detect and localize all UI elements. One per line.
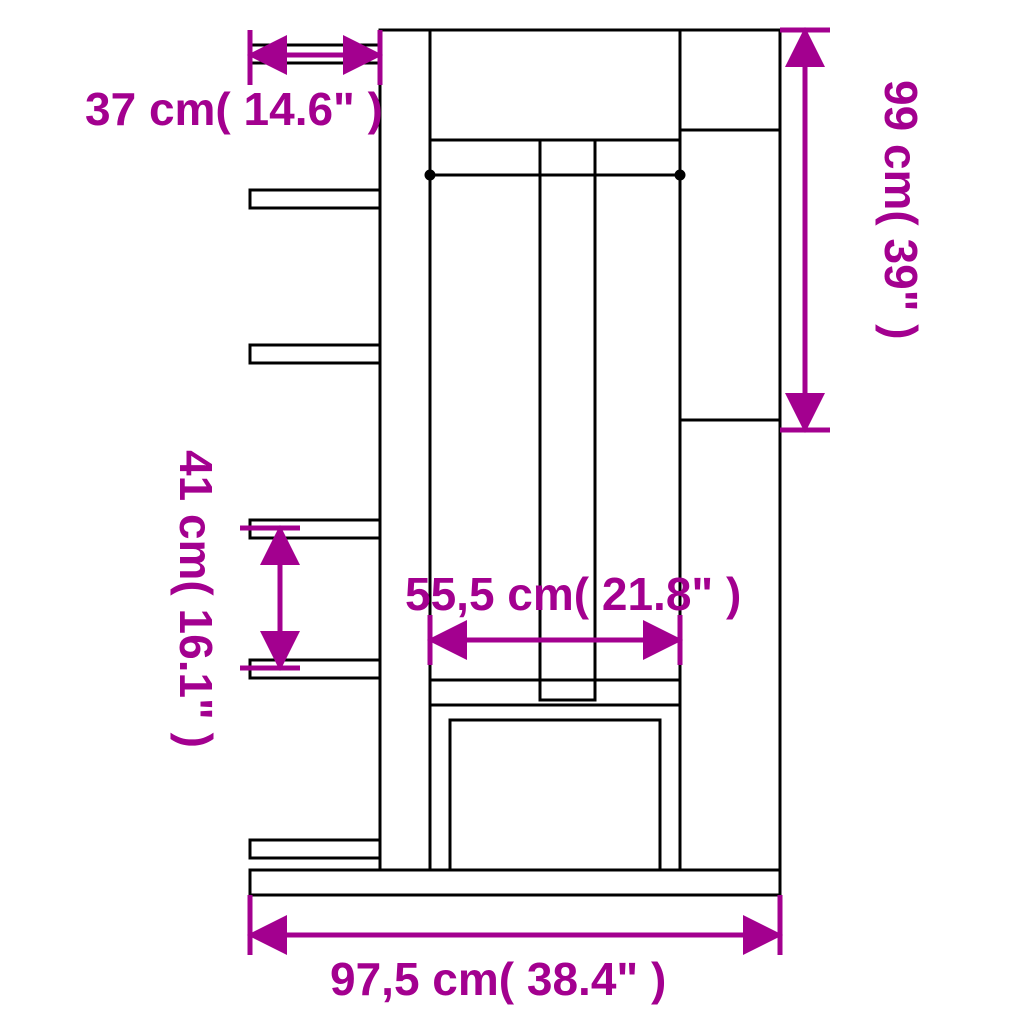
dimension-lines [240, 30, 830, 955]
label-right-height: 99 cm( 39" ) [875, 80, 927, 340]
label-inner-width: 55,5 cm( 21.8" ) [405, 568, 741, 620]
dim-top-depth [250, 30, 380, 85]
dimension-labels: 37 cm( 14.6" ) 99 cm( 39" ) 41 cm( 16.1"… [85, 80, 927, 1005]
dim-bottom-width [250, 895, 780, 955]
dim-right-height [780, 30, 830, 430]
label-top-depth: 37 cm( 14.6" ) [85, 83, 383, 135]
label-left-shelf-gap: 41 cm( 16.1" ) [170, 450, 222, 748]
furniture-outline [250, 30, 780, 895]
dimension-diagram: 37 cm( 14.6" ) 99 cm( 39" ) 41 cm( 16.1"… [0, 0, 1024, 1024]
dim-inner-width [430, 615, 680, 665]
label-bottom-width: 97,5 cm( 38.4" ) [330, 953, 666, 1005]
dim-left-shelf-gap [240, 528, 300, 668]
